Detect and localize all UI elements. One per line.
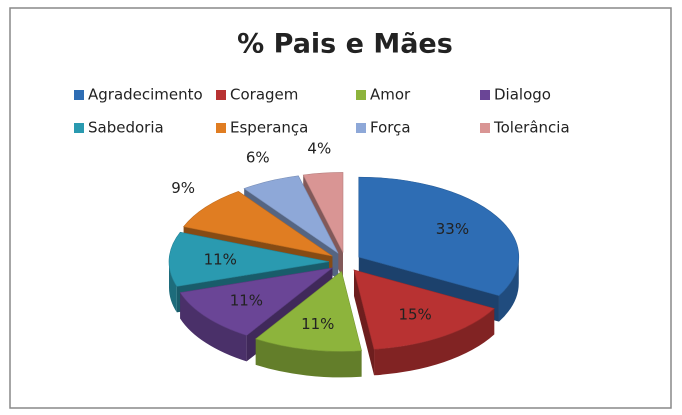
data-label: 4% — [307, 139, 331, 157]
legend-label: Agradecimento — [88, 86, 203, 104]
legend-swatch — [480, 123, 490, 133]
slice-top — [358, 176, 520, 296]
legend-swatch — [216, 90, 226, 100]
slice-wall — [255, 338, 362, 378]
slice-top — [302, 172, 344, 253]
legend-label: Esperança — [230, 119, 308, 137]
legend-swatch — [74, 90, 84, 100]
slice-top — [353, 269, 495, 350]
legend-swatch — [356, 123, 366, 133]
data-label: 11% — [204, 250, 237, 268]
legend-swatch — [356, 90, 366, 100]
slice-wall — [374, 308, 495, 376]
legend-label: Coragem — [230, 86, 298, 104]
slice-top — [183, 191, 333, 257]
data-label: 11% — [301, 315, 334, 333]
slice — [353, 269, 495, 376]
legend-swatch — [480, 90, 490, 100]
data-label: 9% — [171, 179, 195, 197]
slice-side — [353, 269, 375, 376]
data-label: 15% — [398, 305, 431, 323]
legend-label: Tolerância — [493, 119, 570, 137]
slice-wall — [180, 292, 247, 362]
data-label: 6% — [246, 148, 270, 166]
chart-title: % Pais e Mães — [237, 29, 453, 60]
slice-top — [243, 175, 339, 254]
legend-label: Força — [370, 119, 411, 137]
slice-top — [255, 270, 362, 352]
data-label: 33% — [436, 220, 469, 238]
legend-label: Dialogo — [494, 86, 551, 104]
slice — [255, 270, 362, 378]
legend-label: Amor — [370, 86, 411, 104]
slice-top — [179, 267, 334, 336]
slice-wall — [498, 257, 519, 322]
legend-swatch — [216, 123, 226, 133]
slice-top — [168, 231, 330, 287]
data-label: 11% — [230, 292, 263, 310]
legend-swatch — [74, 123, 84, 133]
legend-label: Sabedoria — [88, 119, 164, 137]
